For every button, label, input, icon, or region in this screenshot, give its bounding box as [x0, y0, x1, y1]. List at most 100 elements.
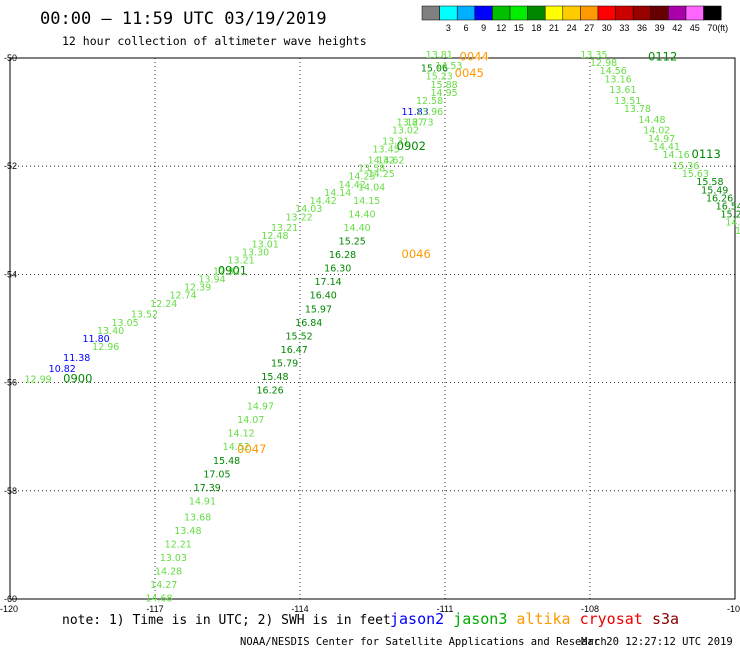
legend-label: 21 — [549, 23, 559, 33]
legend-label: 15 — [514, 23, 524, 33]
satellite-legend-item: cryosat — [580, 610, 643, 628]
swh-value-label: 13.31 — [382, 137, 409, 148]
legend-swatch — [474, 5, 493, 21]
pass-time-label: 0047 — [237, 442, 266, 456]
y-tick-label: -54 — [4, 269, 17, 279]
x-tick-label: -108 — [581, 604, 599, 614]
legend-label: 42 — [672, 23, 682, 33]
swh-value-label: 14.16 — [663, 150, 690, 161]
legend-label: 33 — [619, 23, 629, 33]
swh-value-label: 15.49 — [701, 185, 728, 196]
swh-value-label: 14.97 — [247, 402, 274, 413]
swh-value-label: 14.53 — [435, 61, 462, 72]
satellite-legend-item: altika — [516, 610, 570, 628]
swh-value-label: 17.05 — [203, 469, 230, 480]
swh-value-label: 13.40 — [97, 326, 124, 337]
legend-swatch — [509, 5, 528, 21]
swh-value-label: 14.02 — [643, 126, 670, 137]
legend-swatch — [632, 5, 652, 21]
footer-note: note: 1) Time is in UTC; 2) SWH is in fe… — [62, 613, 391, 628]
legend-swatch — [456, 5, 476, 21]
legend-label: 27 — [584, 23, 594, 33]
swh-value-label: 15.00 — [735, 226, 740, 237]
swh-value-label: 16.26 — [706, 193, 733, 204]
legend-label: 9 — [481, 23, 486, 33]
swh-value-label: 13.52 — [131, 310, 158, 321]
legend-swatch — [580, 5, 599, 21]
swh-value-label: 14.04 — [358, 183, 385, 194]
swh-value-label: 15.06 — [421, 64, 448, 75]
legend-swatch — [562, 5, 581, 21]
swh-value-label: 12.39 — [184, 283, 211, 294]
swh-value-label: 13.87 — [397, 118, 424, 129]
swh-value-label: 15.48 — [261, 372, 288, 383]
swh-value-label: 13.02 — [392, 126, 419, 137]
swh-value-label: 11.38 — [63, 353, 90, 364]
satellite-legend-item: jason3 — [453, 610, 507, 628]
footer-credit: NOAA/NESDIS Center for Satellite Applica… — [240, 636, 607, 648]
swh-value-label: 16.84 — [295, 318, 322, 329]
swh-value-label: 15.58 — [696, 177, 723, 188]
swh-value-label: 13.81 — [426, 50, 453, 61]
axis-ticks: -120 -117 -114 -111 -108 -10 -50 -52 -54 -56 -58 -6… — [0, 53, 740, 614]
swh-value-label: 10.82 — [49, 364, 76, 375]
y-tick-label: -56 — [4, 378, 17, 388]
swh-value-label: 13.35 — [580, 50, 607, 61]
swh-value-label: 15.48 — [213, 456, 240, 467]
y-tick-label: -58 — [4, 486, 17, 496]
legend-label: 70 — [707, 23, 717, 33]
swh-value-label: 12.73 — [406, 118, 433, 129]
time-labels: 0900 0901 0902 0044 0045 0046 0047 0112 0113 — [63, 50, 721, 456]
legend-swatch — [615, 5, 634, 21]
pass-time-label: 0113 — [692, 147, 721, 161]
x-tick-label: -10 — [727, 604, 740, 614]
swh-value-label: 14.56 — [600, 66, 627, 77]
pass-time-label: 0900 — [63, 372, 92, 386]
legend-unit: (ft) — [717, 23, 728, 33]
pass-time-label: 0901 — [218, 263, 247, 277]
swh-value-label: 14.14 — [324, 188, 351, 199]
pass-time-label: 0112 — [648, 50, 677, 64]
legend-swatch — [668, 5, 687, 21]
legend-label: 45 — [690, 23, 700, 33]
swh-value-label: 14.48 — [638, 115, 665, 126]
swh-value-label: 13.21 — [228, 256, 255, 267]
legend-swatch — [650, 5, 669, 21]
swh-value-label: 12.58 — [416, 96, 443, 107]
swh-value-label: 12.24 — [150, 299, 177, 310]
swh-value-label: 16.28 — [329, 250, 356, 261]
y-tick-label: -50 — [4, 53, 17, 63]
y-tick-label: -52 — [4, 161, 17, 171]
satellite-legend-item: s3a — [652, 610, 679, 628]
swh-value-label: 14.62 — [377, 155, 404, 166]
swh-value-label: 11.83 — [402, 107, 429, 118]
pass-time-label: 0046 — [402, 247, 431, 261]
swh-value-label: 15.97 — [305, 304, 332, 315]
swh-value-label: 11.80 — [83, 334, 110, 345]
swh-value-label: 14.68 — [145, 594, 172, 605]
swh-value-label: 14.32 — [368, 155, 395, 166]
swh-value-label: 12.98 — [590, 58, 617, 69]
legend-swatch — [544, 5, 564, 21]
chart-title: 00:00 — 11:59 UTC 03/19/2019 — [40, 9, 327, 29]
swh-value-label: 14.40 — [348, 210, 375, 221]
swh-value-label: 17.14 — [315, 277, 342, 288]
swh-value-label: 16.54 — [716, 201, 740, 212]
legend-label: 30 — [602, 23, 612, 33]
chart-subtitle: 12 hour collection of altimeter wave hei… — [62, 34, 367, 48]
swh-value-label: 15.52 — [286, 331, 313, 342]
legend-label: 12 — [496, 23, 506, 33]
swh-value-label: 12.96 — [92, 342, 119, 353]
legend-swatch — [439, 5, 458, 21]
swh-value-label: 13.94 — [199, 275, 226, 286]
swh-value-label: 16.47 — [281, 345, 308, 356]
swh-value-label: 15.79 — [271, 358, 298, 369]
x-tick-label: -117 — [146, 604, 163, 614]
swh-value-label: 14.91 — [189, 496, 216, 507]
grid-lines — [10, 58, 735, 599]
swh-value-label: 13.16 — [605, 74, 632, 85]
satellite-legend: jason2 jason3 altika cryosat s3a — [390, 610, 679, 628]
data-points: 12.9910.8211.3812.9611.8013.4013.0513.52… — [25, 50, 740, 605]
swh-value-label: 15.21 — [721, 210, 740, 221]
